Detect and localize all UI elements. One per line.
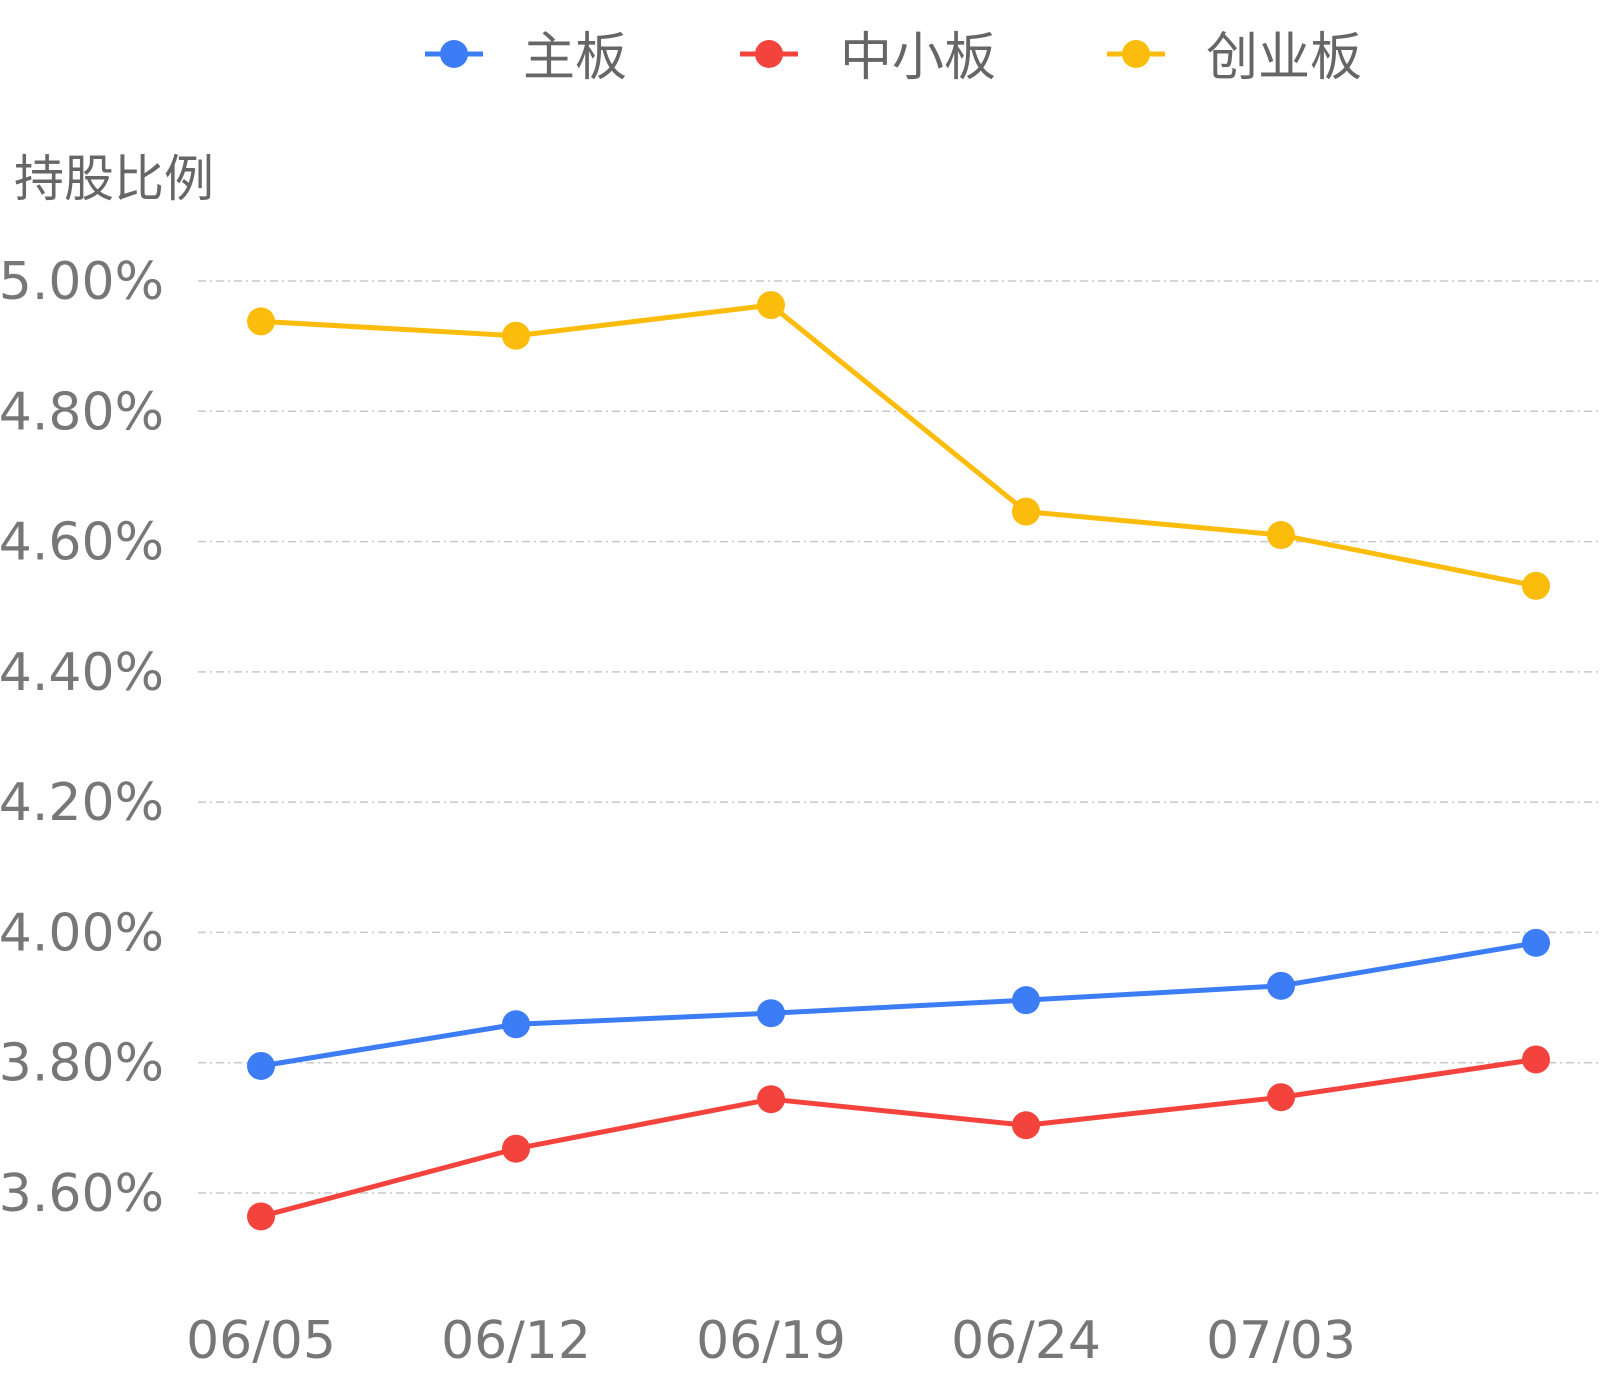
series-group [247, 291, 1550, 1231]
x-tick-label: 06/05 [186, 1311, 336, 1371]
data-point-main-board[interactable] [1522, 928, 1550, 957]
data-point-sme-board[interactable] [247, 1202, 275, 1231]
x-tick-label: 07/03 [1206, 1311, 1356, 1371]
data-point-main-board[interactable] [502, 1010, 530, 1039]
y-axis-label: 持股比例 [14, 150, 214, 208]
y-tick-label: 4.20% [0, 773, 164, 833]
x-tick-label: 06/24 [951, 1311, 1101, 1371]
legend-label-chinext: 创业板 [1206, 28, 1362, 88]
data-point-sme-board[interactable] [1012, 1111, 1040, 1140]
y-tick-label: 4.60% [0, 513, 164, 573]
data-point-sme-board[interactable] [1267, 1083, 1295, 1112]
legend-item-main-board[interactable]: 主板 [425, 28, 627, 88]
y-axis-ticks: 5.00% 4.80% 4.60% 4.40% 4.20% 4.00% 3.80% 3.60% [0, 252, 164, 1224]
data-point-main-board[interactable] [1012, 986, 1040, 1015]
data-point-chinext[interactable] [757, 291, 785, 320]
legend-item-chinext[interactable]: 创业板 [1107, 28, 1362, 88]
data-point-chinext[interactable] [247, 307, 275, 336]
legend-label-main-board: 主板 [523, 28, 627, 88]
series-line-sme-board [260, 1056, 1537, 1219]
legend-label-sme-board: 中小板 [840, 28, 996, 88]
x-axis-ticks: 06/05 06/12 06/19 06/24 07/03 [186, 1311, 1356, 1371]
y-tick-label: 3.60% [0, 1164, 164, 1224]
data-point-main-board[interactable] [247, 1051, 275, 1080]
series-main-board [247, 928, 1550, 1080]
legend-marker-main-board [440, 40, 468, 68]
legend: 主板 中小板 创业板 [425, 28, 1362, 88]
x-tick-label: 06/19 [696, 1311, 846, 1371]
gridlines [198, 280, 1600, 1194]
data-point-sme-board[interactable] [757, 1085, 785, 1114]
series-sme-board [247, 1045, 1550, 1231]
legend-item-sme-board[interactable]: 中小板 [740, 28, 996, 88]
series-line-main-board [260, 940, 1537, 1069]
y-tick-label: 3.80% [0, 1034, 164, 1094]
series-line-chinext [260, 302, 1537, 589]
data-point-main-board[interactable] [1267, 971, 1295, 1000]
legend-marker-sme-board [755, 40, 783, 68]
legend-marker-chinext [1122, 40, 1150, 68]
data-point-chinext[interactable] [502, 321, 530, 350]
data-point-chinext[interactable] [1012, 497, 1040, 526]
y-tick-label: 4.80% [0, 382, 164, 442]
data-point-main-board[interactable] [757, 999, 785, 1028]
y-tick-label: 4.00% [0, 903, 164, 963]
data-point-sme-board[interactable] [1522, 1045, 1550, 1074]
series-chinext [247, 291, 1550, 600]
data-point-sme-board[interactable] [502, 1134, 530, 1163]
y-tick-label: 5.00% [0, 252, 164, 312]
y-tick-label: 4.40% [0, 643, 164, 703]
data-point-chinext[interactable] [1522, 571, 1550, 600]
data-point-chinext[interactable] [1267, 521, 1295, 550]
x-tick-label: 06/12 [441, 1311, 591, 1371]
